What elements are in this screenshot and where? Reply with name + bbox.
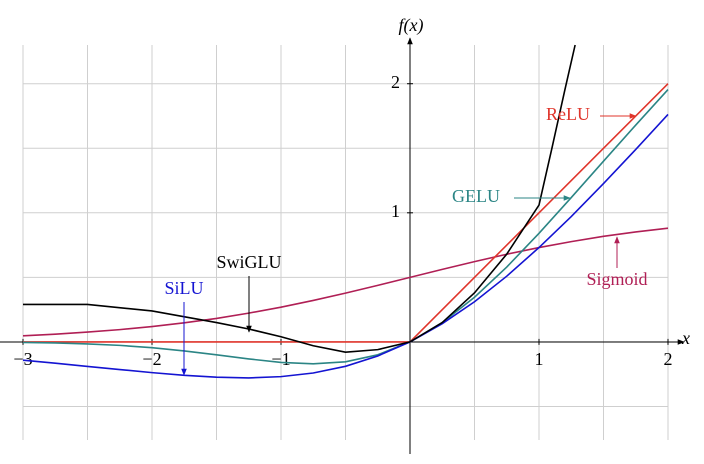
series-label: GELU: [452, 186, 500, 206]
x-tick-label: 1: [535, 349, 544, 369]
series-line: [23, 44, 576, 354]
series-label: ReLU: [546, 104, 590, 124]
y-axis-label: f(x): [399, 15, 424, 36]
y-tick-label: 1: [391, 201, 400, 221]
y-tick-label: 2: [391, 72, 400, 92]
series-label: Sigmoid: [586, 269, 647, 289]
annotations: SwiGLU SiLU GELU ReLU Sigmoid: [164, 104, 648, 376]
x-tick-label: −1: [271, 349, 290, 369]
series-label: SiLU: [164, 278, 203, 298]
x-axis-label: x: [681, 328, 690, 348]
series-line: [22, 227, 669, 337]
lines: [22, 44, 669, 379]
series-line: [22, 113, 669, 379]
series-line: [22, 88, 669, 365]
x-tick-label: −3: [13, 349, 32, 369]
series-label: SwiGLU: [216, 252, 281, 272]
x-tick-label: 2: [664, 349, 673, 369]
x-tick-label: −2: [142, 349, 161, 369]
